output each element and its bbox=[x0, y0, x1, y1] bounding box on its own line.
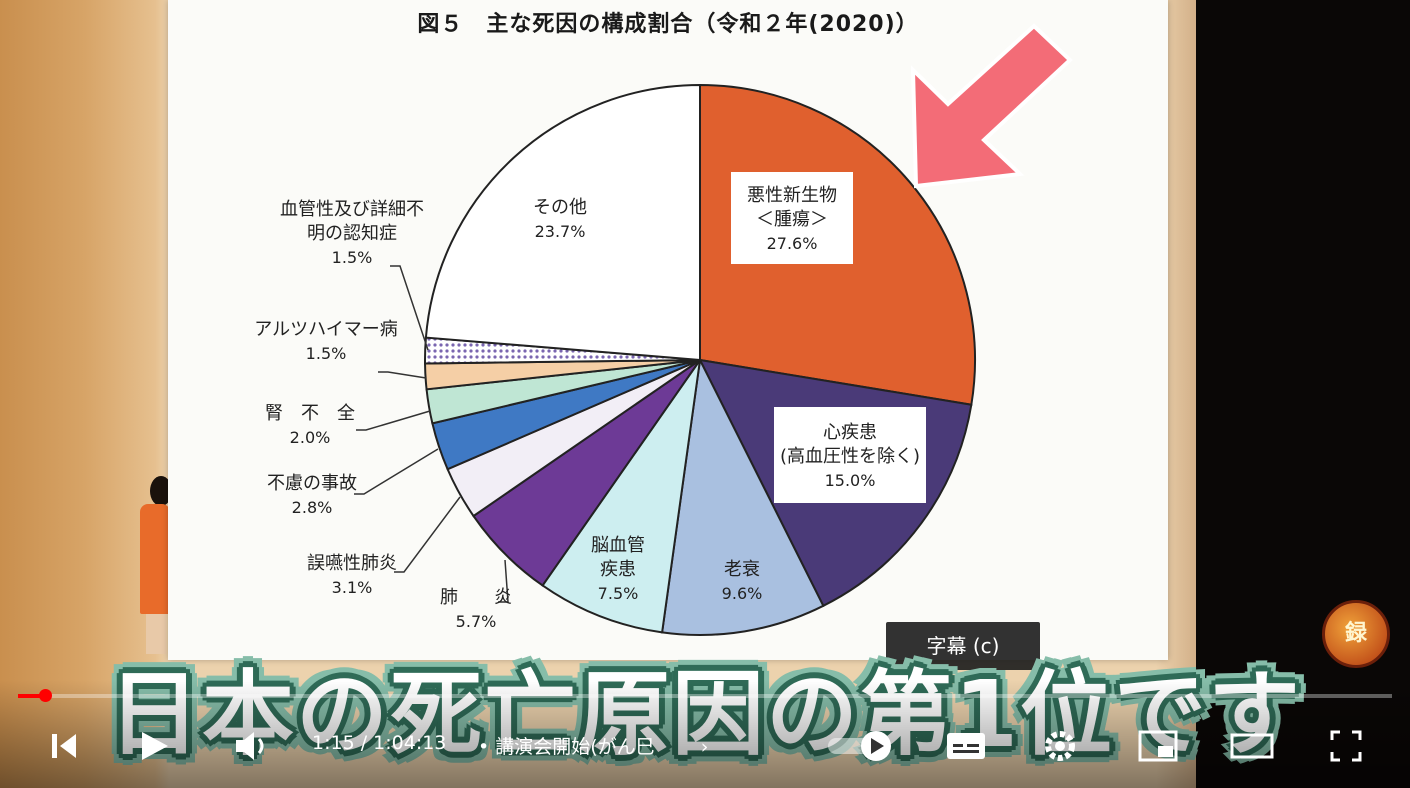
pie-leader-lines bbox=[354, 265, 509, 603]
pie-category-label: 血管性及び詳細不 bbox=[280, 199, 424, 220]
pie-label-alzheimers: アルツハイマー病 1.5% bbox=[254, 319, 397, 363]
pie-value-label: 5.7% bbox=[456, 612, 497, 631]
pie-label-pneumonia: 肺 炎 5.7% bbox=[440, 587, 512, 631]
presentation-slide: 図５ 主な死因の構成割合（令和２年(2020)） 悪性新生物 ＜腫瘍＞ 27.6% 心… bbox=[168, 0, 1168, 660]
pie-label-accident: 不慮の事故 2.8% bbox=[267, 473, 357, 517]
theater-icon[interactable] bbox=[1228, 726, 1276, 766]
pie-label-renal-failure: 腎 不 全 2.0% bbox=[265, 403, 355, 447]
chapter-separator: • bbox=[478, 736, 490, 758]
pie-category-label: 心疾患 bbox=[823, 422, 877, 443]
pie-label-box bbox=[774, 407, 926, 503]
pie-value-label: 2.0% bbox=[290, 428, 331, 447]
pie-category-label: 不慮の事故 bbox=[267, 473, 357, 494]
pie-slice-other bbox=[424, 83, 701, 362]
pie-labels: 悪性新生物 ＜腫瘍＞ 27.6% 心疾患 (高血圧性を除く) 15.0% 老衰 9.6% 脳血管… bbox=[254, 172, 926, 631]
pie-leader-line bbox=[394, 496, 461, 573]
highlight-arrow-icon bbox=[910, 23, 1073, 189]
gear-icon[interactable] bbox=[1040, 726, 1080, 766]
pie-leader-line bbox=[356, 410, 431, 431]
burned-in-subtitle: 日本の死亡原因の第1位です bbox=[0, 650, 1410, 780]
chart-title: 図５ 主な死因の構成割合（令和２年(2020)） bbox=[417, 12, 919, 37]
pie-value-label: 27.6% bbox=[767, 234, 818, 253]
fullscreen-icon[interactable] bbox=[1326, 726, 1366, 766]
miniplayer-icon[interactable] bbox=[1136, 726, 1180, 766]
skip-previous-icon[interactable] bbox=[48, 726, 80, 766]
pie-label-cancer: 悪性新生物 ＜腫瘍＞ 27.6% bbox=[731, 172, 853, 264]
pie-slice-senility bbox=[660, 356, 825, 636]
pie-category-label: 悪性新生物 bbox=[747, 185, 837, 206]
chevron-right-icon: › bbox=[700, 736, 709, 758]
pie-category-label: 脳血管 bbox=[591, 535, 645, 556]
pie-category-label: 肺 炎 bbox=[440, 587, 512, 608]
volume-icon[interactable] bbox=[232, 726, 272, 766]
captions-tooltip: 字幕 (c) bbox=[886, 622, 1040, 670]
pie-value-label: 9.6% bbox=[722, 584, 763, 603]
pie-category-label: 疾患 bbox=[600, 559, 636, 580]
channel-badge[interactable]: 録 bbox=[1322, 600, 1390, 668]
progress-scrubber[interactable] bbox=[39, 689, 53, 702]
pie-label-aspiration-pneumonia: 誤嚥性肺炎 3.1% bbox=[307, 553, 397, 597]
chapter-label: 講演会開始(がん巳 bbox=[495, 736, 655, 758]
pie-category-label: 明の認知症 bbox=[307, 223, 397, 244]
pie-category-label: 老衰 bbox=[724, 559, 760, 580]
pie-category-label: アルツハイマー病 bbox=[254, 319, 397, 340]
pie-slices bbox=[424, 83, 976, 636]
pie-leader-line bbox=[354, 448, 439, 495]
pie-category-label: その他 bbox=[533, 197, 587, 218]
pie-label-heart-disease: 心疾患 (高血圧性を除く) 15.0% bbox=[774, 407, 926, 503]
presenter bbox=[138, 470, 172, 654]
play-icon[interactable] bbox=[134, 726, 174, 766]
pie-label-other: その他 23.7% bbox=[533, 197, 587, 241]
pie-leader-line bbox=[378, 371, 427, 379]
pie-category-label: 誤嚥性肺炎 bbox=[307, 553, 397, 574]
player-controls: 1:15 / 1:04:13 • 講演会開始(がん巳 › bbox=[0, 680, 1410, 788]
pie-leader-line bbox=[390, 265, 429, 351]
pie-category-label: ＜腫瘍＞ bbox=[756, 209, 828, 230]
pie-leader-line bbox=[498, 559, 509, 603]
pie-value-label: 3.1% bbox=[332, 578, 373, 597]
pie-value-label: 23.7% bbox=[535, 222, 586, 241]
chapter-title[interactable]: • 講演会開始(がん巳 › bbox=[478, 732, 708, 759]
pie-category-label: (高血圧性を除く) bbox=[780, 446, 920, 467]
pie-value-label: 15.0% bbox=[825, 471, 876, 490]
pie-value-label: 2.8% bbox=[292, 498, 333, 517]
pie-slice-cerebrovascular bbox=[541, 359, 701, 634]
pie-chart: 悪性新生物 ＜腫瘍＞ 27.6% 心疾患 (高血圧性を除く) 15.0% 老衰 9.6% 脳血管… bbox=[254, 83, 976, 636]
pie-value-label: 1.5% bbox=[332, 248, 373, 267]
progress-fill bbox=[18, 694, 46, 698]
autoplay-toggle-icon[interactable] bbox=[826, 728, 896, 764]
progress-bar[interactable] bbox=[18, 689, 1392, 702]
time-display: 1:15 / 1:04:13 bbox=[312, 732, 447, 754]
pie-label-senility: 老衰 9.6% bbox=[722, 559, 763, 603]
captions-icon[interactable] bbox=[944, 726, 988, 766]
pie-label-box bbox=[731, 172, 853, 264]
pie-category-label: 腎 不 全 bbox=[265, 403, 355, 424]
pie-value-label: 1.5% bbox=[306, 344, 347, 363]
pie-value-label: 7.5% bbox=[598, 584, 639, 603]
